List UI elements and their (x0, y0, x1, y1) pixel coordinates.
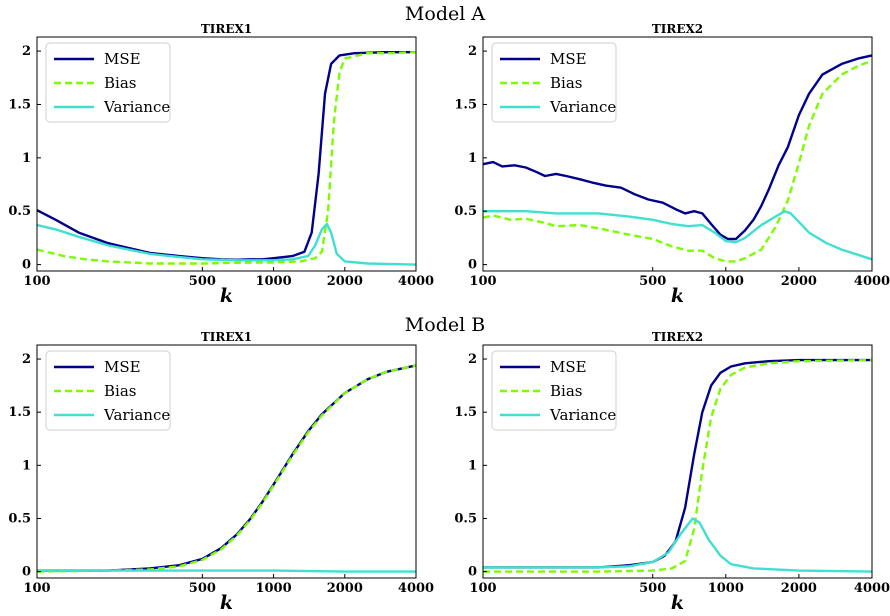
y-tick-label: 0 (468, 565, 477, 580)
y-tick-label: 1.5 (8, 405, 31, 420)
series-line-mse (36, 51, 416, 261)
legend-label-bias: Bias (104, 74, 136, 92)
legend: MSE Bias Variance (45, 42, 171, 123)
y-tick-label: 2 (22, 44, 31, 59)
series-line-bias (36, 364, 417, 573)
legend-label-variance: Variance (549, 406, 616, 424)
x-tick-label: 1000 (708, 581, 744, 596)
x-tick-label: 100 (469, 581, 496, 596)
chart-panel-3: TIREX1 0 0.5 1 1.5 2 100 500 1000 2000 4000 k MSE Bia… (8, 330, 434, 614)
x-tick-label: 1000 (708, 274, 744, 289)
panel-title: TIREX2 (652, 330, 703, 344)
x-tick-label: 500 (639, 274, 666, 289)
y-tick-label: 1 (22, 151, 31, 166)
x-tick-label: 100 (23, 274, 50, 289)
legend-label-mse: MSE (550, 358, 587, 376)
plot-frame (482, 36, 873, 272)
legend-label-bias: Bias (550, 74, 582, 92)
y-tick-label: 0.5 (8, 204, 31, 219)
series-line-bias (483, 358, 873, 573)
y-tick-label: 0.5 (454, 204, 477, 219)
x-tick-label: 1000 (255, 274, 291, 289)
legend: MSE Bias Variance (45, 350, 171, 431)
panel-title: TIREX2 (652, 22, 703, 36)
legend-label-mse: MSE (550, 50, 587, 68)
plot-frame (482, 344, 873, 579)
legend-label-bias: Bias (104, 382, 136, 400)
y-tick-label: 1.5 (8, 97, 31, 112)
legend-box (45, 350, 171, 431)
x-tick-label: 100 (23, 581, 50, 596)
y-tick-label: 0.5 (8, 511, 31, 526)
series-line-bias (36, 51, 417, 265)
x-tick-label: 2000 (781, 581, 817, 596)
panel-title: TIREX1 (201, 330, 252, 344)
legend-label-variance: Variance (549, 98, 616, 116)
series-line-variance (483, 517, 873, 573)
series-line-bias (482, 59, 873, 263)
x-tick-label: 500 (189, 274, 216, 289)
y-tick-label: 2 (468, 352, 477, 367)
panel-title: TIREX1 (201, 22, 252, 36)
x-tick-label: 2000 (327, 274, 363, 289)
chart-panel-2: TIREX2 0 0.5 1 1.5 2 100 500 1000 2000 4000 k MSE Bia… (454, 22, 890, 307)
series-line-mse (482, 54, 873, 241)
x-tick-label: 500 (189, 581, 216, 596)
x-axis-label: k (671, 285, 684, 307)
y-tick-label: 1.5 (454, 97, 477, 112)
y-tick-label: 0 (22, 565, 31, 580)
x-tick-label: 100 (469, 274, 496, 289)
y-tick-label: 0 (468, 258, 477, 273)
legend-box (491, 42, 617, 123)
legend-label-bias: Bias (550, 382, 582, 400)
series-line-variance (37, 569, 416, 573)
x-tick-label: 4000 (854, 581, 890, 596)
series-line-variance (483, 210, 873, 261)
plot-frame (36, 36, 417, 272)
y-tick-label: 2 (22, 352, 31, 367)
y-tick-label: 1 (468, 458, 477, 473)
row-title-model-b: Model B (405, 314, 485, 336)
y-tick-label: 1.5 (454, 405, 477, 420)
x-tick-label: 2000 (781, 274, 817, 289)
x-tick-label: 4000 (854, 274, 890, 289)
legend-label-variance: Variance (103, 406, 170, 424)
row-title-model-a: Model A (405, 3, 485, 25)
legend-box (491, 350, 617, 431)
y-tick-label: 0 (22, 258, 31, 273)
x-axis-label: k (220, 285, 233, 307)
y-tick-label: 1 (22, 458, 31, 473)
x-axis-label: k (671, 592, 684, 614)
x-tick-label: 2000 (327, 581, 363, 596)
x-tick-label: 1000 (255, 581, 291, 596)
legend-label-mse: MSE (104, 50, 141, 68)
y-tick-label: 1 (468, 151, 477, 166)
legend-label-mse: MSE (104, 358, 141, 376)
legend: MSE Bias Variance (491, 42, 617, 123)
legend-box (45, 42, 171, 123)
x-tick-label: 500 (639, 581, 666, 596)
legend: MSE Bias Variance (491, 350, 617, 431)
x-tick-label: 4000 (398, 581, 434, 596)
chart-panel-4: TIREX2 0 0.5 1 1.5 2 100 500 1000 2000 4000 k MSE Bia… (454, 330, 890, 614)
series-line-variance (36, 222, 417, 266)
y-tick-label: 2 (468, 44, 477, 59)
plot-frame (36, 344, 417, 579)
chart-panel-1: TIREX1 0 0.5 1 1.5 2 100 500 1000 2000 4000 k MSE Bia… (8, 22, 434, 307)
y-tick-label: 0.5 (454, 511, 477, 526)
x-tick-label: 4000 (398, 274, 434, 289)
x-axis-label: k (220, 592, 233, 614)
legend-label-variance: Variance (103, 98, 170, 116)
